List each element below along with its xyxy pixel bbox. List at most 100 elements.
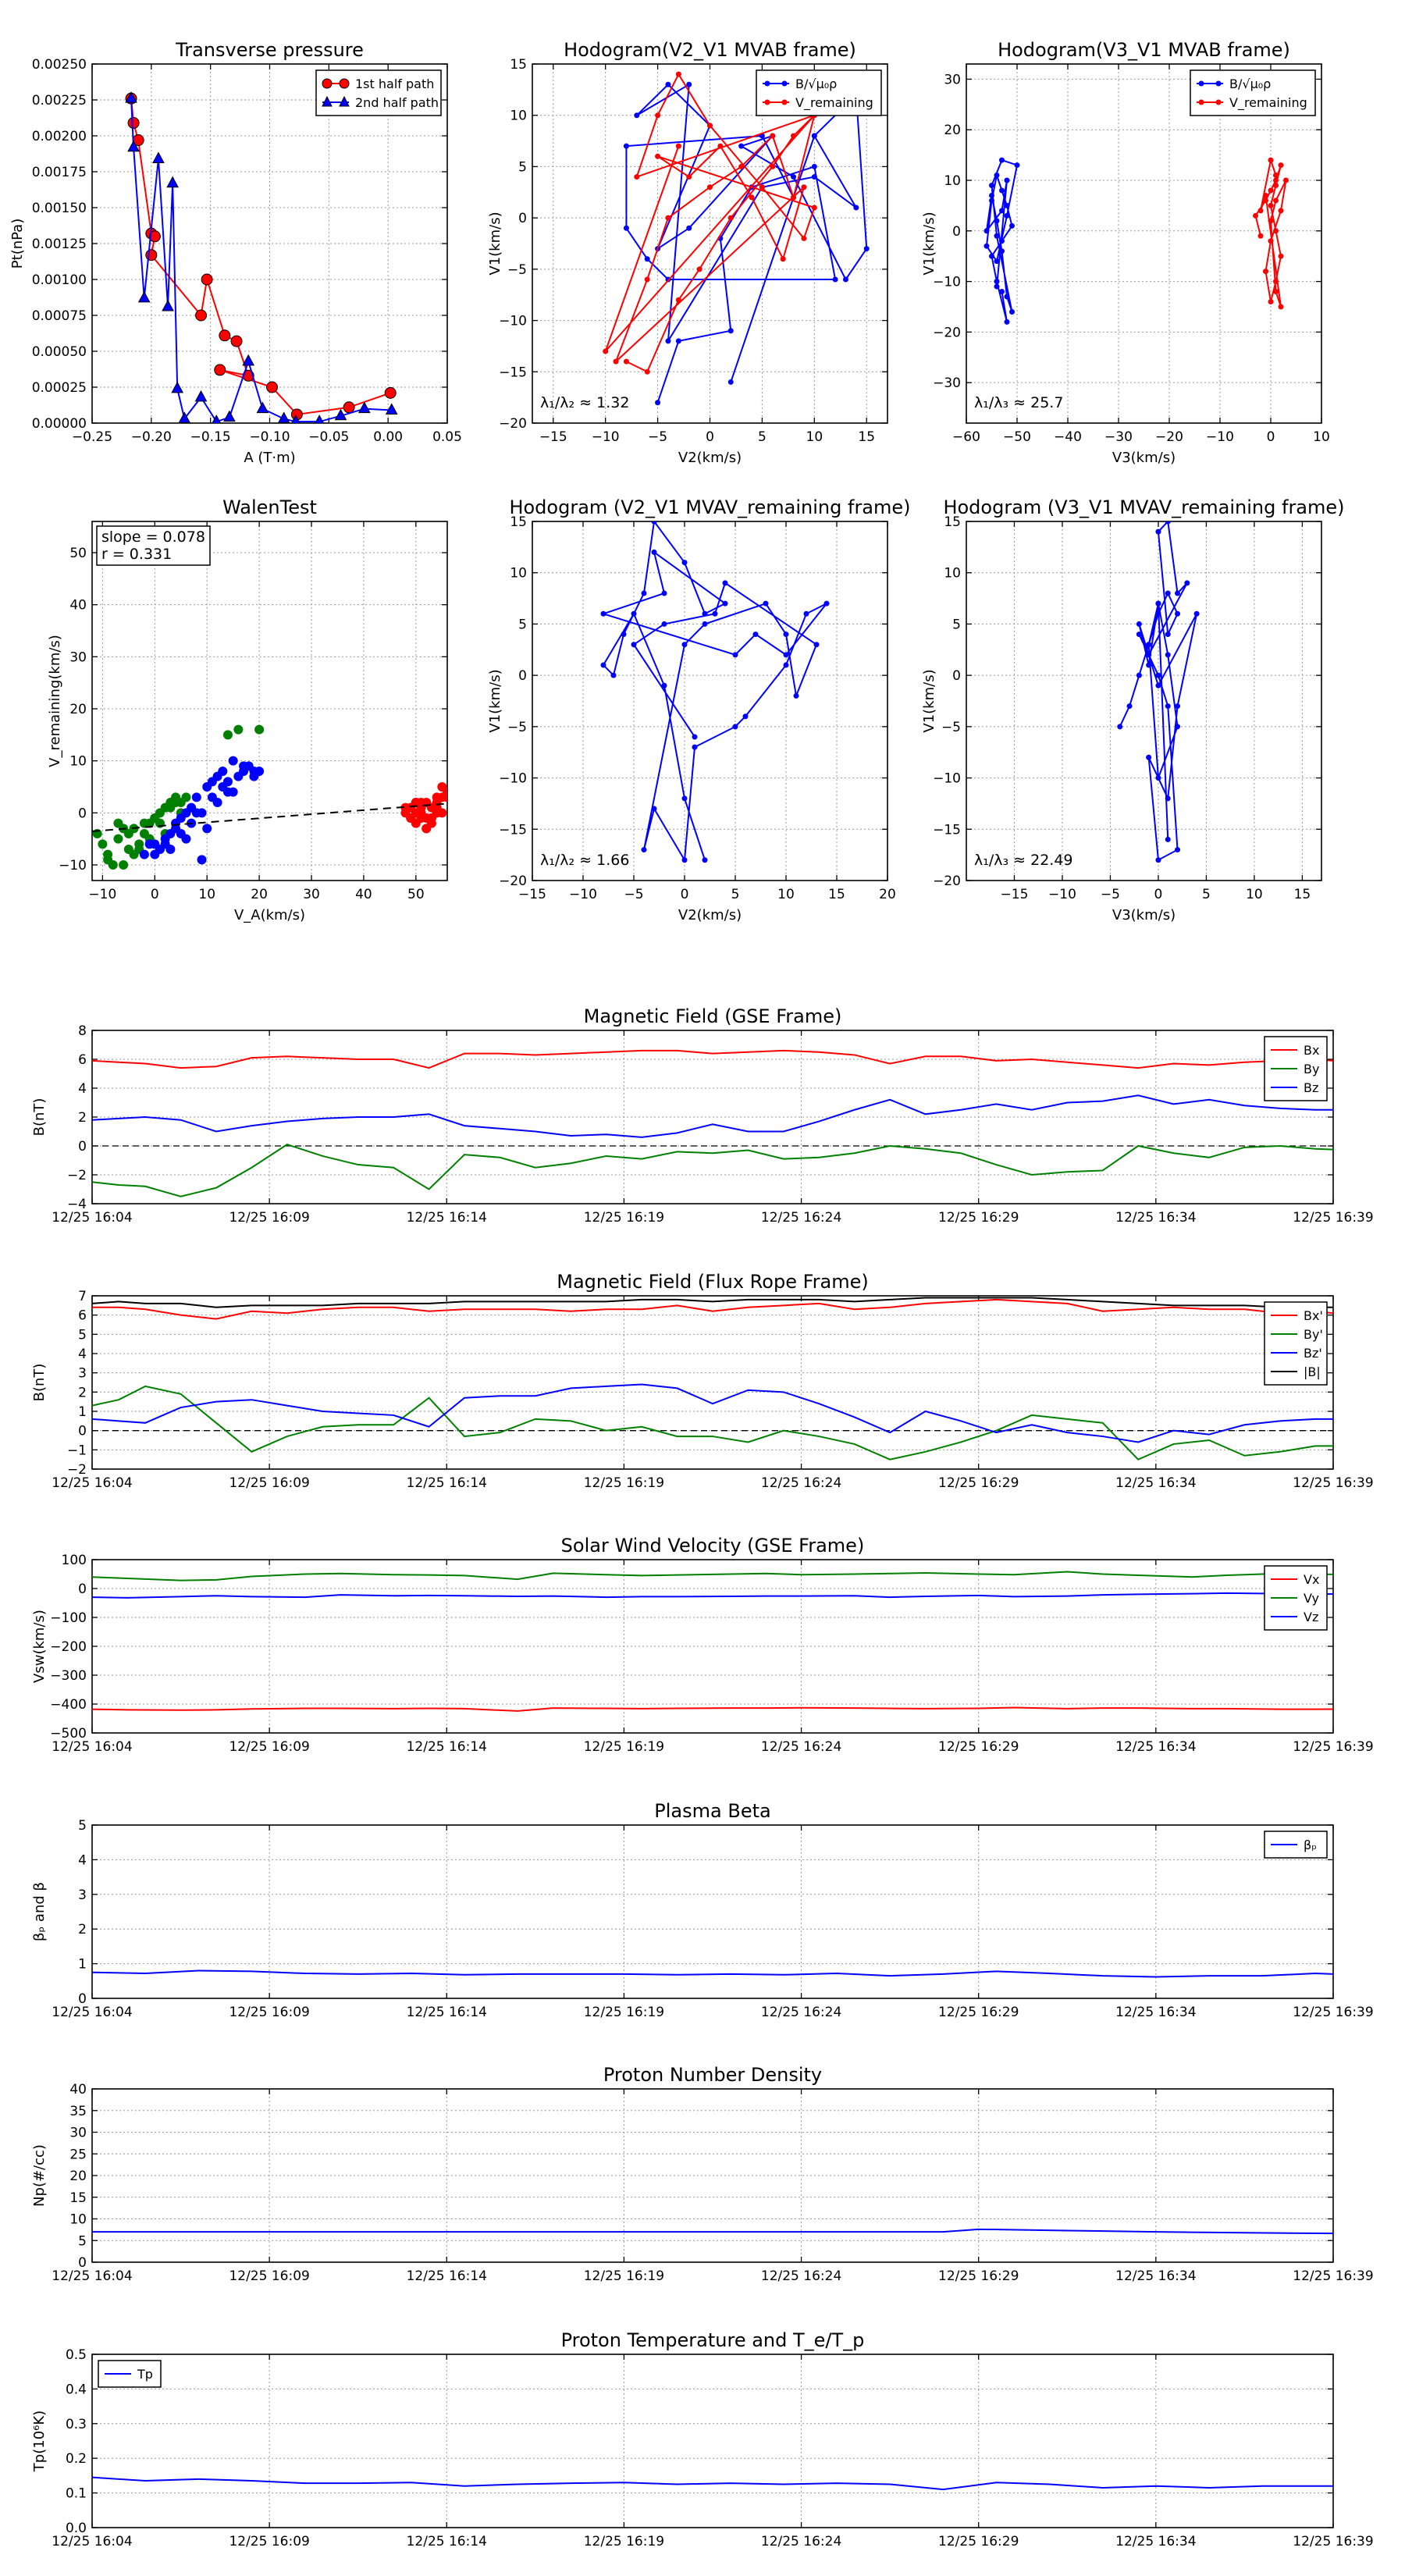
data-point: [242, 354, 255, 366]
legend-item: V_remaining: [1197, 95, 1307, 111]
data-point: [1136, 621, 1142, 627]
x-tick-label: 12/25 16:39: [1293, 1475, 1373, 1491]
y-tick-label: 6: [78, 1308, 87, 1324]
x-tick-label: −10: [592, 429, 620, 445]
data-point: [722, 600, 728, 607]
data-point: [999, 208, 1005, 214]
series-3: [92, 1297, 1333, 1308]
data-point: [385, 403, 398, 415]
y-tick-label: 100: [62, 1553, 87, 1568]
data-point: [665, 81, 671, 87]
y-tick-label: 30: [944, 72, 961, 87]
plot-area: [92, 1049, 1333, 1197]
series-line: [92, 1706, 1333, 1712]
data-point: [201, 273, 213, 286]
annotation-box: [96, 525, 211, 566]
data-point: [623, 358, 629, 365]
x-tick-label: 10: [806, 429, 823, 445]
chart-h3: −15 −10 −5 0 5 10 15 20−20−15−10−5051015Hodogra…: [487, 496, 911, 923]
data-point: [123, 829, 133, 838]
y-tick-label: 0: [78, 1991, 87, 2007]
annotation-text: λ₁/λ₃ ≈ 25.7: [974, 394, 1063, 411]
x-tick-label: 12/25 16:14: [407, 1475, 487, 1491]
x-tick-label: 12/25 16:29: [938, 2005, 1019, 2020]
y-tick-label: 1: [78, 1404, 87, 1420]
data-point: [254, 724, 265, 735]
data-point: [681, 642, 688, 648]
chart-title: Magnetic Field (GSE Frame): [584, 1005, 842, 1027]
data-point: [634, 174, 640, 180]
data-point: [1117, 724, 1123, 730]
x-tick-label: 12/25 16:24: [761, 1739, 841, 1755]
data-point: [603, 348, 609, 354]
data-point: [228, 787, 238, 797]
legend: B/√μ₀ρ V_remaining: [1190, 69, 1316, 116]
x-tick-label: 12/25 16:09: [229, 1739, 309, 1755]
series-line: [130, 98, 391, 416]
data-point: [634, 112, 640, 119]
data-point: [1165, 836, 1171, 842]
chart-title: Proton Number Density: [603, 2064, 822, 2086]
series-line: [625, 83, 868, 404]
data-point: [291, 415, 301, 423]
legend-label: Bz': [1304, 1346, 1322, 1361]
legend-label: V_remaining: [1229, 95, 1307, 111]
data-point: [665, 338, 671, 344]
y-tick-label: 0.00250: [32, 57, 87, 73]
series-2: [92, 1383, 1333, 1443]
data-point: [675, 297, 681, 303]
data-point: [717, 143, 724, 149]
data-point: [651, 521, 657, 525]
legend-label: B/√μ₀ρ: [1229, 76, 1271, 91]
y-tick-label: 0.00075: [32, 308, 87, 324]
x-tick-label: 12/25 16:09: [229, 2534, 309, 2549]
data-point: [406, 802, 416, 813]
legend-marker: [339, 78, 350, 89]
y-tick-label: −30: [933, 375, 961, 391]
data-point: [661, 590, 667, 596]
x-tick-label: 0.05: [432, 429, 462, 445]
data-point: [1004, 202, 1010, 208]
data-point: [863, 246, 870, 252]
legend-label: Bx: [1304, 1043, 1319, 1058]
data-point: [148, 230, 161, 243]
series-1: [92, 1385, 1333, 1461]
series-0: [92, 1298, 1333, 1320]
legend-label: Vy: [1304, 1591, 1319, 1606]
series-0: [92, 724, 265, 870]
data-point: [1146, 642, 1152, 648]
data-point: [770, 133, 776, 139]
legend-label: Bx': [1304, 1308, 1323, 1323]
x-axis-label: V_A(km/s): [234, 907, 305, 923]
data-point: [165, 802, 176, 813]
x-tick-label: 12/25 16:29: [938, 2268, 1019, 2284]
data-point: [686, 81, 692, 87]
y-tick-label: −2: [67, 1462, 87, 1478]
x-axis-label: V3(km/s): [1112, 907, 1176, 923]
data-point: [1155, 528, 1161, 535]
series-0: [92, 1706, 1333, 1712]
y-tick-label: 0: [952, 668, 961, 684]
y-tick-label: 0: [78, 1582, 87, 1597]
legend-marker: [1198, 99, 1204, 105]
series-2: [92, 1592, 1333, 1599]
x-tick-label: −15: [518, 887, 546, 902]
legend-label: V_remaining: [795, 95, 873, 111]
legend-frame: [756, 69, 882, 116]
y-tick-label: 40: [69, 598, 87, 614]
y-tick-label: 5: [518, 617, 527, 632]
data-point: [610, 672, 617, 678]
series-line: [92, 1969, 1333, 1978]
y-tick-label: 8: [78, 1023, 87, 1039]
y-tick-label: 4: [78, 1081, 87, 1097]
data-point: [1165, 703, 1171, 710]
data-point: [1278, 253, 1284, 259]
x-tick-label: 40: [355, 887, 372, 902]
axes-frame: [532, 521, 888, 881]
x-tick-label: −10: [569, 887, 597, 902]
data-point: [681, 795, 688, 802]
y-tick-label: 4: [78, 1852, 87, 1868]
x-tick-label: 20: [251, 887, 268, 902]
data-point: [732, 652, 738, 658]
y-tick-label: 5: [952, 617, 961, 632]
